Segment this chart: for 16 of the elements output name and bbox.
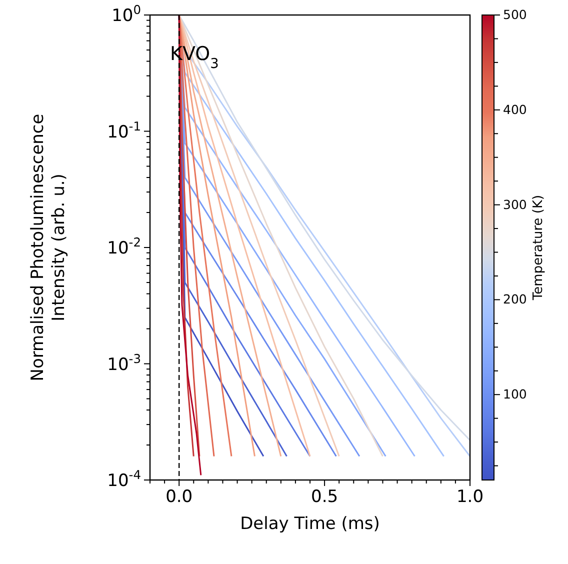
color-bar-title: Temperature (K) [531, 194, 546, 302]
color-bar-label: 100 [503, 386, 527, 402]
y-tick-label: 10$^{-4}$ [107, 468, 142, 491]
y-tick-label: 10$^{-1}$ [107, 119, 141, 142]
y-tick-label: 10$^{0}$ [112, 3, 141, 26]
x-tick-label: 0.0 [166, 487, 193, 507]
x-tick-label: 0.5 [311, 487, 338, 507]
x-axis-title: Delay Time (ms) [240, 514, 380, 534]
y-axis-title: Normalised Photoluminescence Intensity (arb. u.) [28, 114, 69, 382]
color-bar-label: 400 [503, 102, 527, 117]
color-bar-label: 300 [503, 196, 527, 212]
x-tick-label: 1.0 [456, 487, 484, 507]
color-bar-label: 200 [503, 292, 527, 307]
y-tick-label: 10$^{-2}$ [107, 236, 141, 258]
color-bar-label: 500 [503, 7, 527, 22]
y-tick-label: 10$^{-3}$ [107, 352, 141, 375]
